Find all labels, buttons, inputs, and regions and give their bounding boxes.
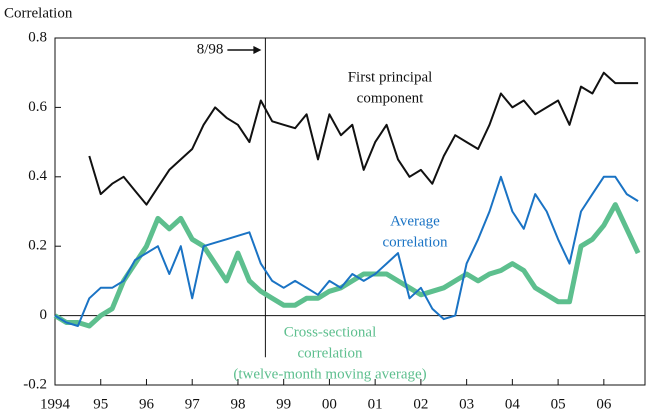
plot-frame <box>54 37 646 386</box>
x-tick-label: 00 <box>322 396 337 412</box>
series-line <box>53 202 641 329</box>
event-label: 8/98 <box>197 41 224 57</box>
annotation: Cross-sectional <box>284 324 376 340</box>
x-tick-label: 1994 <box>40 396 71 412</box>
y-tick-label: 0.6 <box>28 99 47 115</box>
annotation: Average <box>390 213 440 229</box>
x-tick-label: 04 <box>505 396 521 412</box>
series-line <box>88 71 639 206</box>
x-tick-label: 03 <box>459 396 474 412</box>
annotation: First principal <box>348 69 433 85</box>
y-axis-label: Correlation <box>4 5 73 21</box>
annotation: correlation <box>383 234 448 250</box>
x-tick-label: 96 <box>139 396 155 412</box>
x-tick-label: 02 <box>413 396 428 412</box>
x-tick-label: 05 <box>551 396 566 412</box>
annotation: component <box>357 90 424 106</box>
annotation: correlation <box>298 345 363 361</box>
y-tick-label: 0 <box>40 307 48 323</box>
x-tick-label: 06 <box>596 396 612 412</box>
annotation: (twelve-month moving average) <box>233 366 426 382</box>
event-arrowhead <box>253 46 262 54</box>
x-tick-label: 95 <box>93 396 108 412</box>
y-tick-label: 0.8 <box>28 29 47 45</box>
y-tick-label: -0.2 <box>23 376 47 392</box>
y-tick-label: 0.4 <box>28 168 47 184</box>
series-line <box>54 175 639 327</box>
y-tick-label: 0.2 <box>28 238 47 254</box>
x-tick-label: 99 <box>276 396 291 412</box>
x-tick-label: 98 <box>230 396 245 412</box>
x-tick-label: 97 <box>185 396 201 412</box>
x-tick-label: 01 <box>368 396 383 412</box>
